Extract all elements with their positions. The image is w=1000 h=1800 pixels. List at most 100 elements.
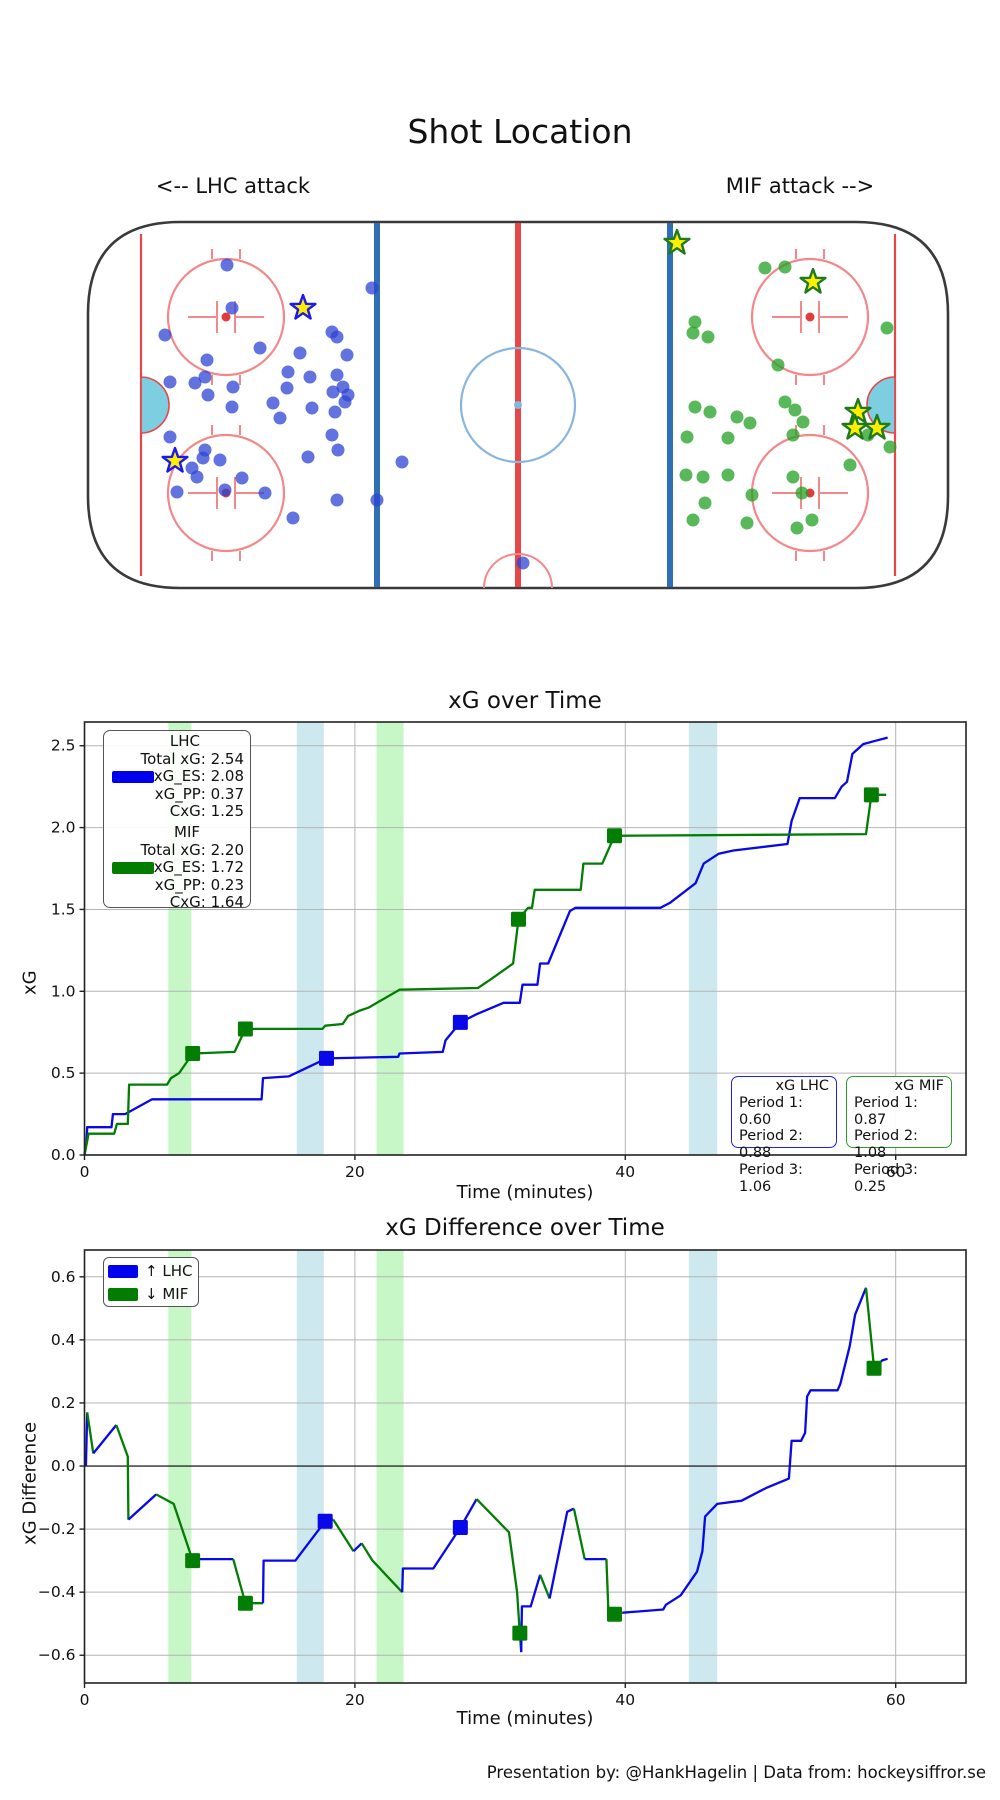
lhc-shot-dot <box>280 381 294 395</box>
pbox-mif-p1: Period 1: 0.87 <box>854 1094 918 1128</box>
lhc-goal-star <box>161 446 189 473</box>
mif-xg-line <box>83 793 887 1156</box>
y-tick-label: 1.0 <box>51 982 76 1000</box>
mif-shot-dot <box>788 403 802 417</box>
legend-mif-cxg: CxG: 1.64 <box>169 893 244 912</box>
lhc-shot-dot <box>198 370 212 384</box>
x-tick-label: 60 <box>886 1691 906 1709</box>
diff-line-segment <box>86 1412 95 1454</box>
diff-line-segment <box>352 1542 363 1553</box>
y-tick-label: 2.5 <box>51 737 76 755</box>
diff-chart-title: xG Difference over Time <box>385 1215 665 1241</box>
diff-x-axis-label: Time (minutes) <box>456 1708 594 1729</box>
mif-shot-dot <box>743 416 757 430</box>
lhc-shot-dot <box>158 328 172 342</box>
lhc-up-swatch <box>108 1265 138 1278</box>
pbox-lhc-p1: Period 1: 0.60 <box>739 1094 803 1128</box>
lhc-shot-dot <box>190 470 204 484</box>
mif-shot-dot <box>790 521 804 535</box>
powerplay-band <box>688 722 718 1155</box>
mif-shot-dot <box>805 513 819 527</box>
mif-shot-dot <box>778 395 792 409</box>
y-tick-label: 0.4 <box>51 1331 76 1349</box>
lhc-shot-dot <box>330 330 344 344</box>
mif-shot-dot <box>721 468 735 482</box>
lhc-goal-marker <box>319 1050 335 1066</box>
mif-shot-dot <box>701 330 715 344</box>
xg-chart-title: xG over Time <box>448 688 602 714</box>
lhc-shot-dot <box>286 511 300 525</box>
diff-line-segment <box>548 1507 575 1599</box>
pbox-mif-p2: Period 2: 1.08 <box>854 1128 918 1162</box>
legend-mif-name: MIF <box>174 822 200 841</box>
y-tick-label: 0.6 <box>51 1268 76 1286</box>
mif-shot-dot <box>686 326 700 340</box>
legend-mif-total: Total xG: 2.20 <box>140 840 244 859</box>
x-tick-label: 40 <box>615 1691 635 1709</box>
mif-goal-star <box>863 413 891 440</box>
mif-goal-marker <box>185 1553 201 1569</box>
x-tick-label: 0 <box>80 1163 90 1181</box>
xg-lhc-period-box: xG LHC Period 1: 0.60 Period 2: 0.88 Per… <box>731 1076 837 1195</box>
lhc-shot-dot <box>170 485 184 499</box>
y-tick-label: −0.4 <box>38 1583 76 1601</box>
lhc-shot-dot <box>200 353 214 367</box>
mif-shot-dot <box>679 468 693 482</box>
mif-shot-dot <box>686 513 700 527</box>
diff-line-segment <box>92 1424 118 1455</box>
mif-shot-dot <box>688 315 702 329</box>
lhc-shot-dot <box>340 348 354 362</box>
mif-goal-marker <box>512 1625 528 1641</box>
lhc-shot-dot <box>305 401 319 415</box>
mif-shot-dot <box>698 496 712 510</box>
y-tick-label: 0.0 <box>51 1146 76 1164</box>
mif-shot-dot <box>771 358 785 372</box>
mif-shot-dot <box>786 470 800 484</box>
y-tick-label: 1.5 <box>51 900 76 918</box>
diff-line-segment <box>605 1559 623 1616</box>
xg-mif-period-box: xG MIF Period 1: 0.87 Period 2: 1.08 Per… <box>846 1076 952 1195</box>
mif-goal-marker <box>237 1595 253 1611</box>
lhc-shot-dot <box>395 455 409 469</box>
lhc-shot-dot <box>281 365 295 379</box>
diff-line-segment <box>401 1498 478 1593</box>
mif-shot-dot <box>778 260 792 274</box>
lhc-shot-dot <box>258 486 272 500</box>
lhc-shot-dot <box>331 443 345 457</box>
lhc-shot-dot <box>330 368 344 382</box>
lhc-shot-dot <box>516 556 530 570</box>
lhc-shot-dot <box>218 483 232 497</box>
diff-line-segment <box>84 1412 89 1467</box>
pbox-lhc-p2: Period 2: 0.88 <box>739 1128 803 1162</box>
legend-lhc-name: LHC <box>169 732 200 750</box>
lhc-shot-dot <box>226 380 240 394</box>
diff-legend-lhc: ↑ LHC <box>108 1260 194 1283</box>
legend-lhc-total: Total xG: 2.54 <box>140 749 244 768</box>
lhc-shot-dot <box>163 375 177 389</box>
diff-line-segment <box>864 1287 876 1369</box>
xg-y-axis-label: xG <box>19 970 41 995</box>
lhc-shot-dot <box>163 430 177 444</box>
pbox-mif-p3: Period 3: 0.25 <box>854 1161 918 1195</box>
y-tick-label: 0.5 <box>51 1064 76 1082</box>
diff-line-segment <box>332 1518 355 1552</box>
lhc-goal-marker <box>452 1520 468 1536</box>
lhc-shot-dot <box>326 385 340 399</box>
lhc-attack-label: <-- LHC attack <box>155 174 311 198</box>
mif-shot-dot <box>745 488 759 502</box>
y-tick-label: −0.6 <box>38 1646 76 1664</box>
lhc-shot-dot <box>196 451 210 465</box>
mif-attack-label: MIF attack --> <box>725 174 875 198</box>
y-tick-label: −0.2 <box>38 1520 76 1538</box>
mif-goal-marker <box>185 1046 201 1062</box>
lhc-shot-dot <box>370 493 384 507</box>
shot-dots <box>158 228 897 570</box>
diff-y-axis-label: xG Difference <box>19 1421 41 1545</box>
lhc-shot-dot <box>220 258 234 272</box>
legend-lhc-es: xG_ES: 2.08 <box>104 768 244 786</box>
mif-color-swatch <box>112 861 154 874</box>
mif-shot-dot <box>703 405 717 419</box>
mif-shot-dot <box>758 261 772 275</box>
